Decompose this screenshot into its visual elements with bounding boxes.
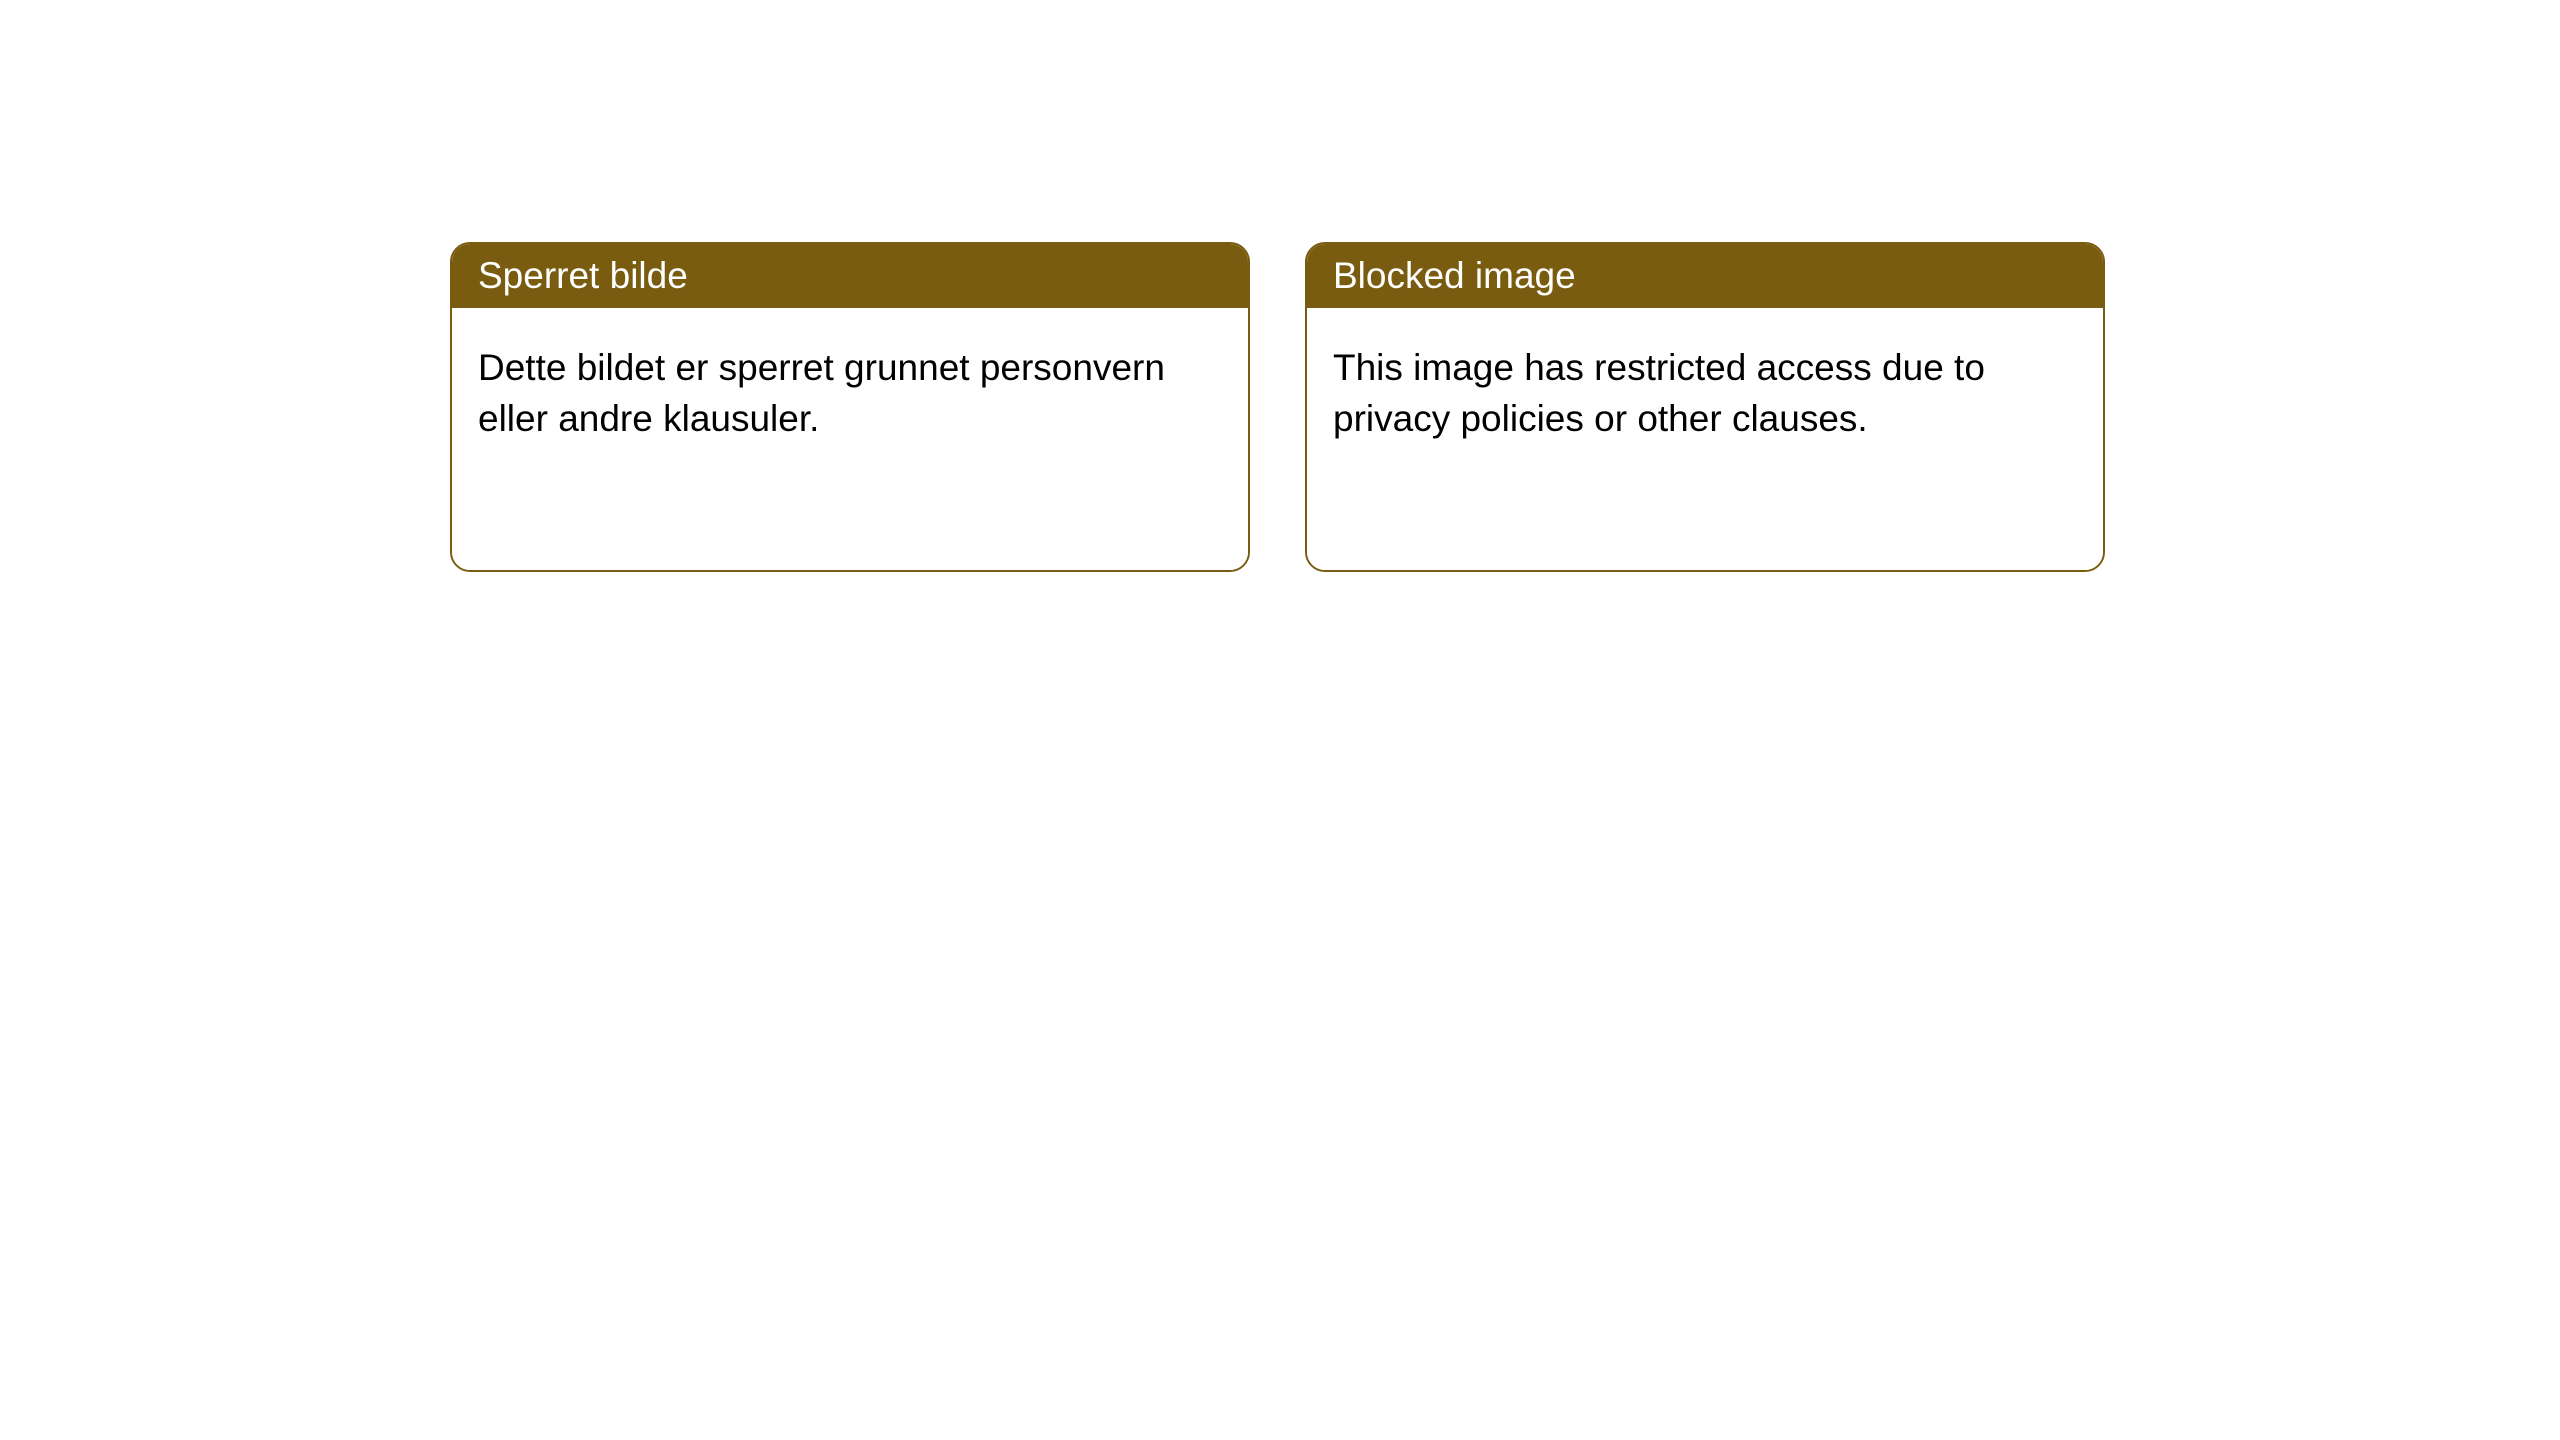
blocked-image-card-en: Blocked image This image has restricted …	[1305, 242, 2105, 572]
card-body: This image has restricted access due to …	[1307, 308, 2103, 570]
card-header: Sperret bilde	[452, 244, 1248, 308]
card-body-text: Dette bildet er sperret grunnet personve…	[478, 347, 1165, 439]
blocked-image-card-no: Sperret bilde Dette bildet er sperret gr…	[450, 242, 1250, 572]
cards-container: Sperret bilde Dette bildet er sperret gr…	[450, 242, 2105, 572]
card-body: Dette bildet er sperret grunnet personve…	[452, 308, 1248, 570]
card-header: Blocked image	[1307, 244, 2103, 308]
card-title: Sperret bilde	[478, 255, 688, 296]
card-title: Blocked image	[1333, 255, 1576, 296]
card-body-text: This image has restricted access due to …	[1333, 347, 1985, 439]
